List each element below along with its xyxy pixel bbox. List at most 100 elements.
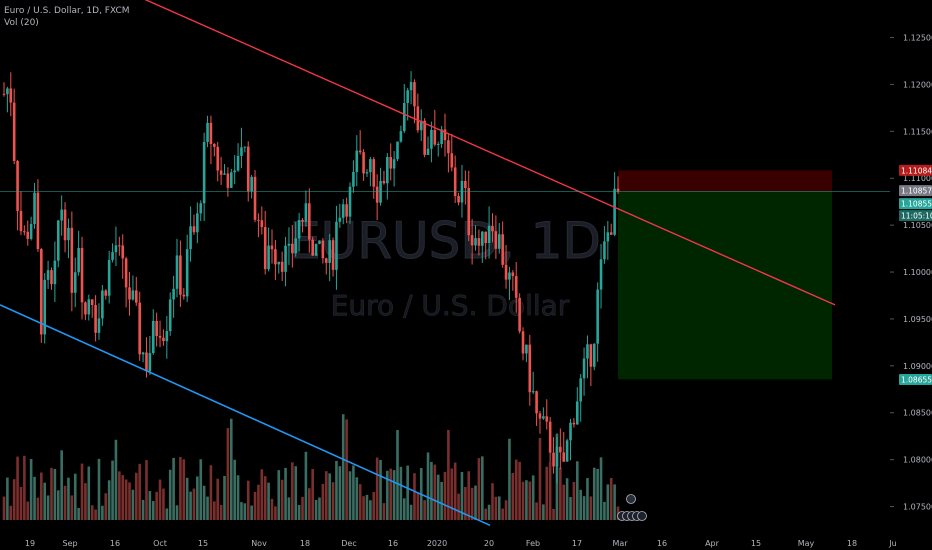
candle-body [341, 204, 345, 218]
volume-bar [185, 477, 189, 520]
time-tick-label: Apr [705, 539, 720, 548]
candle-body [470, 235, 474, 246]
candle-body [267, 245, 270, 270]
price-tick-label: 1.09000 [903, 362, 932, 371]
volume-bar [609, 477, 613, 520]
volume-bar [548, 461, 552, 520]
volume-bar [9, 505, 13, 520]
support-trendline[interactable] [0, 304, 491, 527]
volume-bar [56, 490, 60, 520]
candle-body [528, 344, 532, 393]
volume-bar [179, 456, 182, 520]
candle-body [531, 391, 535, 393]
candle-body [586, 344, 589, 359]
volume-bar [172, 457, 175, 520]
candle-body [172, 288, 175, 300]
candle-body [487, 225, 491, 243]
volume-bar [358, 484, 362, 520]
volume-bar [603, 501, 606, 520]
volume-bar [324, 471, 328, 520]
price-badge-label: 1.10855 [901, 200, 932, 209]
candle-body [348, 186, 352, 217]
volume-bar [491, 483, 494, 520]
candle-body [436, 143, 440, 145]
volume-bar [321, 483, 325, 520]
candle-body [447, 140, 450, 154]
candle-body [40, 249, 43, 335]
volume-bar [379, 459, 382, 520]
candle-body [481, 231, 484, 246]
volume-bar [138, 463, 141, 520]
volume-bar [416, 492, 420, 520]
candle-body [223, 173, 226, 175]
candle-body [43, 279, 47, 335]
candle-body [603, 241, 606, 260]
volume-indicator-label[interactable]: Vol (20) [4, 18, 39, 28]
volume-bar [586, 478, 589, 520]
candle-body [168, 299, 172, 332]
candle-body [440, 129, 443, 144]
volume-bars [2, 414, 620, 520]
candle-body [352, 171, 355, 187]
candle-body [497, 234, 501, 249]
volume-bar [592, 467, 596, 520]
time-tick-label: May [798, 539, 815, 548]
volume-bar [236, 475, 240, 520]
candle-body [389, 156, 393, 169]
candle-body [314, 243, 318, 256]
volume-bar [426, 452, 430, 520]
event-flag-icon[interactable] [626, 494, 636, 504]
volume-bar [447, 429, 450, 520]
candle-body [362, 152, 365, 174]
candle-body [270, 245, 274, 250]
candle-body [511, 272, 515, 277]
candle-body [226, 173, 230, 188]
price-badge [899, 164, 932, 176]
candle-body [107, 259, 111, 296]
candle-body [53, 260, 57, 285]
volume-bar [73, 473, 77, 520]
candle-body [219, 170, 223, 175]
time-tick-label: Nov [251, 539, 267, 548]
volume-bar [341, 414, 345, 520]
candle-body [575, 401, 579, 425]
candle-body [569, 422, 572, 441]
volume-bar [219, 504, 223, 520]
volume-bar [196, 476, 199, 520]
volume-bar [240, 502, 243, 520]
resistance-trendline[interactable] [125, 0, 836, 306]
price-tick-label: 1.08000 [903, 456, 932, 465]
candle-body [90, 299, 94, 305]
candle-body [260, 220, 264, 228]
candle-body [33, 192, 36, 224]
volume-bar [63, 485, 67, 520]
time-tick-label: Ju [888, 539, 896, 548]
candle-body [70, 227, 74, 293]
price-badge [899, 210, 932, 222]
volume-bar [16, 456, 19, 520]
time-tick-label: Feb [526, 539, 540, 548]
volume-bar [375, 457, 379, 520]
candle-body [324, 258, 328, 263]
stop-loss-zone[interactable] [618, 170, 832, 192]
take-profit-zone[interactable] [618, 191, 832, 380]
candle-body [192, 226, 196, 233]
candle-body [206, 122, 209, 142]
volume-bar [433, 464, 437, 520]
volume-bar [467, 471, 471, 520]
volume-bar [596, 468, 599, 520]
candle-body [287, 243, 291, 246]
volume-bar [124, 479, 128, 520]
candle-body [94, 304, 97, 333]
volume-bar [260, 469, 264, 520]
candle-body [67, 227, 70, 241]
earnings-badge-icon[interactable] [637, 511, 647, 521]
time-tick-label: Oct [153, 539, 167, 548]
candle-body [572, 422, 576, 425]
candle-body [308, 203, 311, 240]
candle-body [402, 102, 406, 132]
event-icons [617, 494, 647, 521]
volume-bar [423, 500, 426, 520]
volume-bar [19, 486, 23, 520]
